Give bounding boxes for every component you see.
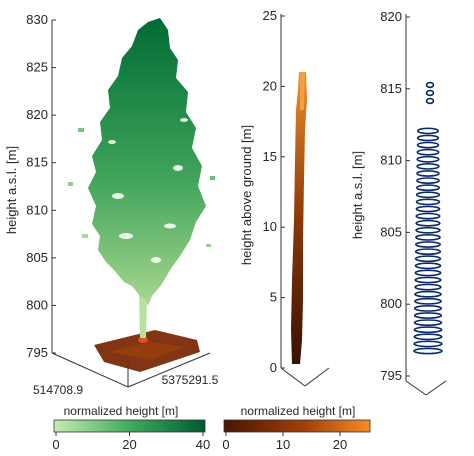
stem-slice <box>415 233 441 241</box>
colorbar-green-tick-label: 20 <box>122 437 136 452</box>
stem-slice <box>413 347 443 355</box>
stem-slice <box>425 97 435 105</box>
stem-y-tick-label: 0 <box>270 360 277 375</box>
slices-y-tick-label: 820 <box>380 9 402 24</box>
stem-slice <box>414 276 442 284</box>
stem-slice <box>413 333 443 341</box>
stem-slice <box>414 241 441 248</box>
stem-slice <box>414 290 442 298</box>
colorbar-orange: normalized height [m] 0 10 20 <box>222 404 371 452</box>
stem-slice <box>414 262 442 270</box>
stem-slice <box>414 283 442 291</box>
stem-slice <box>415 205 441 213</box>
stem-slice <box>425 89 435 97</box>
tree-panel-box <box>51 20 211 388</box>
stem-slice <box>415 184 441 192</box>
colorbar-orange-tick-label: 0 <box>222 437 229 452</box>
stem-slice <box>415 219 441 227</box>
stem-y-tick-label: 15 <box>263 149 277 164</box>
stem-slice <box>416 155 440 163</box>
slices-y-tick-label: 800 <box>380 296 402 311</box>
stem-cloud-panel: 0 5 10 15 20 25 height above ground [m] <box>239 8 330 387</box>
stem-slice <box>415 191 441 199</box>
stem-slice <box>425 81 435 89</box>
colorbar-orange-tick-label: 10 <box>276 437 290 452</box>
stem-slice <box>416 127 440 135</box>
tree-y-tick-label: 820 <box>26 107 48 122</box>
tree-y-tick-label: 815 <box>26 155 48 170</box>
stem-slice <box>416 134 440 142</box>
stem-slice <box>414 297 442 305</box>
tree-y-axis-label: height a.s.l. [m] <box>4 146 19 234</box>
tree-y-tick-label: 830 <box>26 12 48 27</box>
slices-panel-box <box>405 14 447 396</box>
tree-x-tick-label: 514708.9 <box>33 383 83 397</box>
tree-y-tick-label: 825 <box>26 60 48 75</box>
stem-slice <box>413 312 443 319</box>
stem-y-tick-label: 20 <box>263 78 277 93</box>
colorbar-green-tick-label: 40 <box>196 437 210 452</box>
tree-cloud-panel: 795 800 805 810 815 820 825 830 height a.s.l. [… <box>4 12 219 397</box>
tree-y-tick-label: 810 <box>26 202 48 217</box>
stem-slice <box>415 212 441 220</box>
stem-slice <box>413 340 443 348</box>
stem-slice <box>413 304 443 312</box>
stem-slice <box>413 326 443 334</box>
slice-markers <box>413 81 443 355</box>
stem-slice <box>416 162 440 170</box>
slices-y-tick-label: 795 <box>380 368 402 383</box>
stem-y-tick-label: 10 <box>263 219 277 234</box>
tree-y-tick-label: 800 <box>26 297 48 312</box>
colorbar-orange-bar <box>223 419 371 433</box>
stem-y-axis-label: height above ground [m] <box>239 125 254 265</box>
colorbar-green-label: normalized height [m] <box>64 404 179 418</box>
stem-slice <box>415 198 441 206</box>
colorbar-green: normalized height [m] 0 20 40 <box>52 404 210 452</box>
colorbar-orange-ticks: 0 10 20 <box>222 432 347 452</box>
stem-slice <box>416 141 440 149</box>
slices-y-tick-label: 815 <box>380 81 402 96</box>
stem-slice <box>414 255 442 263</box>
tree-y-tick-label: 5375291.5 <box>162 373 219 387</box>
stem-y-ticks: 0 5 10 15 20 25 <box>263 8 285 375</box>
crown-outliers <box>68 128 215 247</box>
tree-y-tick-label: 805 <box>26 250 48 265</box>
stem-slice <box>415 226 441 234</box>
colorbar-green-bar <box>53 419 206 433</box>
slices-y-axis-label: height a.s.l. [m] <box>350 151 365 239</box>
colorbar-orange-tick-label: 20 <box>333 437 347 452</box>
colorbar-green-tick-label: 0 <box>52 437 59 452</box>
stem-points <box>291 72 307 364</box>
stem-base-marker <box>138 337 148 343</box>
colorbar-orange-label: normalized height [m] <box>241 404 356 418</box>
stem-slice <box>413 319 443 326</box>
crown-gaps <box>108 118 188 263</box>
stem-slice <box>414 248 442 255</box>
colorbar-green-ticks: 0 20 40 <box>52 432 210 452</box>
stem-slice <box>416 170 440 177</box>
tree-y-tick-label: 795 <box>26 345 48 360</box>
slices-y-tick-label: 805 <box>380 224 402 239</box>
tree-y-ticks: 795 800 805 810 815 820 825 830 <box>26 12 56 360</box>
stem-slice <box>416 177 440 184</box>
slices-y-ticks: 795 800 805 810 815 820 <box>380 9 410 383</box>
stem-slice <box>414 269 442 277</box>
slices-y-tick-label: 810 <box>380 153 402 168</box>
stem-y-tick-label: 25 <box>263 8 277 23</box>
stem-slice <box>416 148 440 156</box>
stem-y-tick-label: 5 <box>270 290 277 305</box>
tree-crown <box>88 18 206 306</box>
stem-panel-box <box>280 14 330 387</box>
slices-panel: 795 800 805 810 815 820 height a.s.l. [m] <box>350 9 447 396</box>
